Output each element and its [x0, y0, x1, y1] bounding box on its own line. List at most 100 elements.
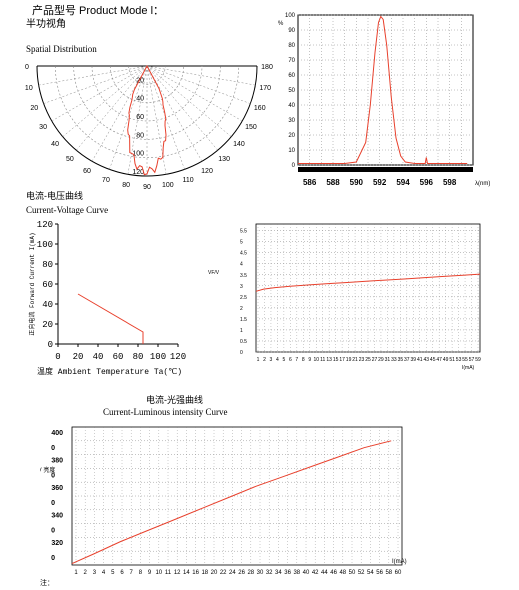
- ct-title-cn: 电流-电压曲线: [26, 191, 83, 201]
- cl-xtick: 16: [192, 570, 199, 576]
- vi-xlabel: I(mA): [462, 365, 475, 371]
- vi-xtick: 4: [276, 357, 279, 363]
- cl-xtick: 60: [395, 570, 402, 576]
- ct-ytick: 60: [42, 280, 53, 290]
- cl-xtick: 32: [266, 570, 273, 576]
- ct-ytick: 40: [42, 300, 53, 310]
- cl-xtick: 26: [238, 570, 245, 576]
- spectrum-ytick: 20: [288, 133, 295, 139]
- half-angle-label: 半功视角: [26, 19, 66, 30]
- vi-xtick: 47: [436, 357, 442, 363]
- ct-xtick: 80: [133, 352, 144, 362]
- polar-angle-label: 150: [245, 124, 257, 131]
- vi-ytick: 0: [240, 350, 243, 356]
- polar-angle-label: 10: [25, 85, 33, 92]
- cl-curve: [71, 440, 392, 565]
- spectrum-xtick: 598: [443, 178, 457, 187]
- ct-curve: [77, 293, 144, 344]
- spectrum-xtick: 586: [303, 178, 317, 187]
- vi-xtick: 39: [411, 357, 417, 363]
- cl-ytick: 320: [51, 540, 63, 547]
- polar-radial-label: 60: [136, 114, 144, 121]
- vi-xtick: 23: [359, 357, 365, 363]
- vi-xtick: 53: [456, 357, 462, 363]
- polar-angle-label: 30: [39, 124, 47, 131]
- cl-xtick: 7: [130, 570, 134, 576]
- vi-ytick: 1.5: [240, 317, 247, 323]
- polar-ring: [73, 65, 221, 140]
- spectrum-ytick: 40: [288, 103, 295, 109]
- spectrum-ytick: 80: [288, 43, 295, 49]
- vi-xtick: 11: [320, 357, 325, 363]
- vi-ytick: 0.5: [240, 339, 247, 345]
- vi-xtick: 5: [282, 357, 285, 363]
- cl-xtick: 8: [139, 570, 143, 576]
- spectrum-xtick: 596: [420, 178, 434, 187]
- vi-xtick: 10: [313, 357, 319, 363]
- spatial-title: Spatial Distribution: [26, 44, 97, 54]
- polar-ring: [55, 65, 239, 158]
- vi-xtick: 57: [469, 357, 475, 363]
- spectrum-curve: [298, 15, 468, 164]
- cl-xtick: 3: [93, 570, 97, 576]
- polar-angle-label: 170: [259, 85, 271, 92]
- cl-title-cn: 电流-光强曲线: [146, 395, 203, 405]
- ct-ytick: 80: [42, 260, 53, 270]
- ct-xtick: 20: [73, 352, 84, 362]
- polar-beam-curve: [127, 64, 167, 176]
- product-model-label: 产品型号 Product Mode l：: [32, 5, 165, 17]
- vi-xtick: 2: [263, 357, 266, 363]
- polar-angle-label: 130: [218, 156, 230, 163]
- cl-xtick: 38: [293, 570, 300, 576]
- cl-xtick: 36: [284, 570, 291, 576]
- vi-ylabel: VF/V: [208, 270, 220, 276]
- cl-xtick: 6: [120, 570, 124, 576]
- vi-xtick: 37: [404, 357, 410, 363]
- polar-radial-label: 120: [132, 169, 144, 176]
- spectrum-ytick: 10: [288, 148, 295, 154]
- vi-xtick: 35: [398, 357, 404, 363]
- cl-ylabel: IV 亮度: [40, 466, 55, 474]
- spectrum-chart: 0 10 20 30 40 50 60 70 80 90 100 586 588 590 592 594 596…: [278, 13, 490, 187]
- polar-spoke: [146, 65, 256, 86]
- cl-ytick-zero: 0: [51, 500, 55, 507]
- spectrum-ytick: 30: [288, 118, 295, 124]
- polar-angle-label: 60: [83, 168, 91, 175]
- cl-xtick: 44: [321, 570, 328, 576]
- vi-ytick: 3.5: [240, 273, 247, 279]
- vi-xtick: 19: [346, 357, 352, 363]
- ct-ytick: 120: [37, 220, 53, 230]
- vi-ytick: 4.5: [240, 251, 247, 257]
- cl-xtick: 4: [102, 570, 106, 576]
- cl-ytick-zero: 0: [51, 528, 55, 535]
- spectrum-xbar: [298, 167, 473, 172]
- vi-ytick: 5: [240, 240, 243, 246]
- cl-ytick: 360: [51, 485, 63, 492]
- polar-spoke: [146, 65, 167, 175]
- vi-ytick: 2: [240, 306, 243, 312]
- polar-radial-label: 80: [136, 132, 144, 139]
- polar-outer-arc: [36, 65, 258, 177]
- polar-angle-label: 70: [102, 177, 110, 184]
- cl-xtick: 11: [165, 570, 172, 576]
- vi-xtick: 25: [365, 357, 371, 363]
- cl-xtick: 14: [183, 570, 190, 576]
- spectrum-xtick: 588: [326, 178, 340, 187]
- vi-ytick: 4: [240, 262, 243, 268]
- ct-xtick: 100: [150, 352, 166, 362]
- cl-xtick: 9: [148, 570, 152, 576]
- vi-xtick: 43: [423, 357, 429, 363]
- vi-xtick: 9: [308, 357, 311, 363]
- cl-xtick: 1: [74, 570, 78, 576]
- vi-ytick: 3: [240, 284, 243, 290]
- ct-xtick: 120: [170, 352, 186, 362]
- polar-radial-label: 100: [132, 151, 144, 158]
- cl-xtick: 30: [257, 570, 264, 576]
- cl-xtick: 28: [247, 570, 254, 576]
- cl-xtick: 56: [376, 570, 383, 576]
- vi-xtick: 33: [391, 357, 397, 363]
- cl-xtick: 40: [303, 570, 310, 576]
- cl-title: Current-Luminous intensity Curve: [103, 407, 228, 417]
- ct-ytick: 100: [37, 240, 53, 250]
- spectrum-ytick: 0: [292, 163, 296, 169]
